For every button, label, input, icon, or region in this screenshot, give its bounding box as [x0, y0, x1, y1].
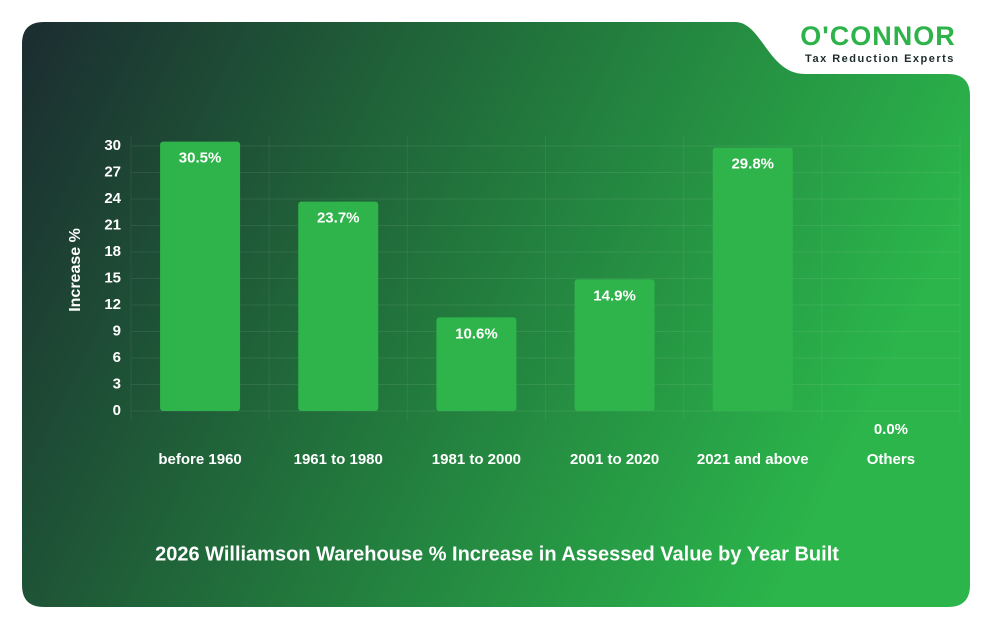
y-tick-label: 12	[104, 296, 121, 313]
value-label: 0.0%	[874, 421, 908, 438]
y-tick-label: 3	[113, 375, 121, 392]
y-tick-label: 15	[104, 269, 121, 286]
bar	[712, 147, 793, 411]
chart-title: 2026 Williamson Warehouse % Increase in …	[155, 543, 839, 565]
bar	[574, 279, 655, 411]
y-tick-label: 24	[104, 190, 121, 207]
y-tick-label: 21	[104, 216, 121, 233]
x-tick-label: 2021 and above	[697, 451, 809, 468]
y-tick-label: 6	[113, 349, 121, 366]
y-tick-label: 18	[104, 243, 121, 260]
y-tick-label: 0	[113, 402, 121, 419]
logo-name: O'CONNOR	[800, 21, 955, 51]
y-tick-label: 9	[113, 322, 121, 339]
y-tick-label: 30	[104, 137, 121, 154]
logo-tagline: Tax Reduction Experts	[805, 53, 955, 65]
value-label: 30.5%	[179, 150, 222, 167]
value-label: 23.7%	[317, 210, 360, 227]
x-tick-label: 1981 to 2000	[432, 451, 521, 468]
x-tick-label: before 1960	[158, 451, 241, 468]
y-tick-label: 27	[104, 163, 121, 180]
x-tick-label: 2001 to 2020	[570, 451, 659, 468]
x-tick-label: Others	[867, 451, 915, 468]
bar	[436, 317, 517, 411]
value-label: 29.8%	[731, 156, 774, 173]
y-axis-label: Increase %	[67, 228, 84, 312]
value-label: 14.9%	[593, 287, 636, 304]
value-label: 10.6%	[455, 325, 498, 342]
bar	[298, 201, 379, 411]
x-tick-label: 1961 to 1980	[294, 451, 383, 468]
bar	[160, 141, 241, 412]
